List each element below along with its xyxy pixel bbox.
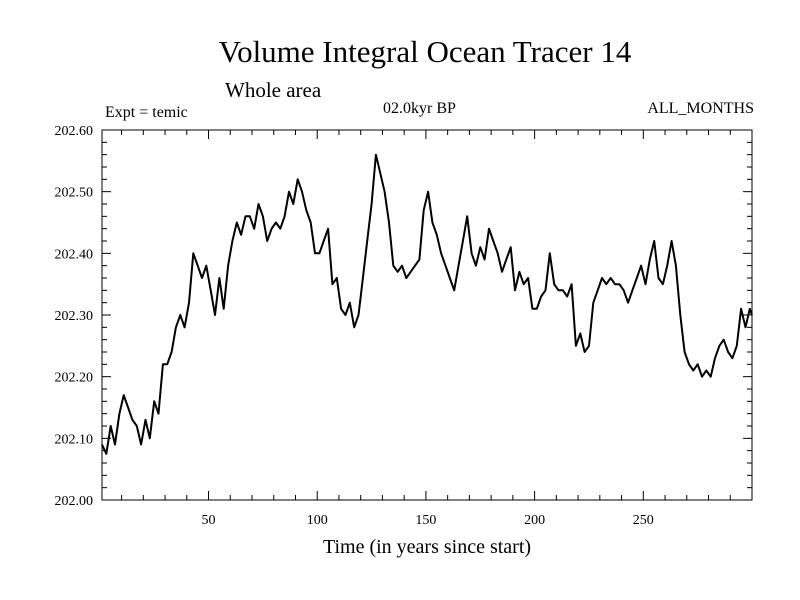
x-tick-label: 100 <box>307 513 328 528</box>
plot-frame <box>101 129 753 501</box>
y-tick-label: 202.50 <box>55 186 94 201</box>
experiment-label: Expt = temic <box>105 104 188 121</box>
months-label: ALL_MONTHS <box>647 100 754 117</box>
y-tick-label: 202.60 <box>55 124 94 139</box>
x-axis-label: Time (in years since start) <box>322 536 532 558</box>
y-tick-label: 202.00 <box>55 494 94 509</box>
chart-subtitle: Whole area <box>225 78 322 102</box>
axis-ticks: 50 100 150 200 250 202.00 202.10 202.20 202.30 20… <box>55 124 753 528</box>
y-tick-label: 202.10 <box>55 432 94 447</box>
series-line-tracer-14 <box>101 153 753 455</box>
x-tick-label: 150 <box>415 513 436 528</box>
y-tick-label: 202.40 <box>55 247 94 262</box>
y-tick-label: 202.30 <box>55 309 94 324</box>
period-label: 02.0kyr BP <box>383 100 456 117</box>
x-tick-label: 250 <box>633 513 654 528</box>
x-tick-label: 50 <box>202 513 216 528</box>
chart-title: Volume Integral Ocean Tracer 14 <box>218 34 632 69</box>
y-tick-label: 202.20 <box>55 371 94 386</box>
x-tick-label: 200 <box>524 513 545 528</box>
